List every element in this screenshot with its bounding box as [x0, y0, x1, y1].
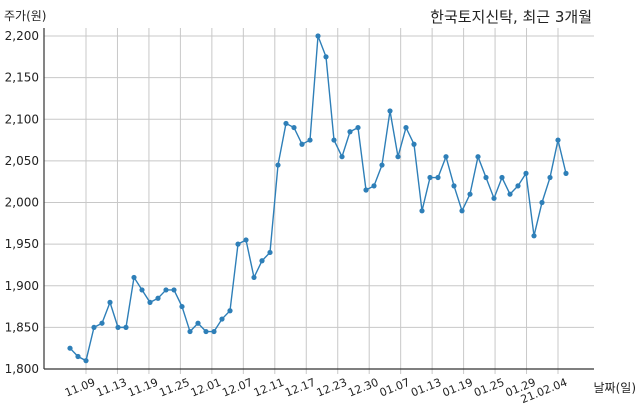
- price-point: [291, 124, 297, 131]
- price-point: [491, 195, 497, 201]
- price-point: [315, 33, 321, 39]
- price-point: [443, 154, 449, 160]
- x-tick-label: 11.13: [95, 376, 129, 400]
- price-point: [99, 320, 105, 326]
- price-point: [555, 137, 561, 143]
- price-point: [499, 174, 505, 181]
- price-point: [299, 141, 305, 147]
- y-tick-label: 1,800: [5, 362, 39, 376]
- price-point: [235, 241, 241, 247]
- price-point: [67, 345, 73, 351]
- price-point: [243, 237, 249, 243]
- price-point: [419, 208, 425, 214]
- x-tick-label: 12.30: [346, 376, 380, 400]
- price-point: [427, 174, 433, 181]
- price-point: [379, 162, 385, 168]
- x-tick-label: 11.19: [126, 376, 160, 400]
- price-point: [403, 124, 409, 131]
- x-tick-label: 01.19: [441, 376, 475, 400]
- x-tick-labels: 11.0911.1311.1911.2512.0112.0712.1112.17…: [63, 376, 569, 406]
- x-axis-label: 날짜(일): [594, 381, 636, 395]
- price-point: [347, 129, 353, 135]
- price-point: [227, 308, 233, 314]
- price-point: [75, 353, 81, 360]
- price-point: [83, 358, 89, 364]
- price-point: [411, 141, 417, 147]
- price-point: [323, 54, 329, 60]
- x-tick-label: 12.23: [315, 376, 349, 400]
- price-point: [331, 137, 337, 143]
- price-point: [363, 187, 369, 193]
- price-point: [163, 287, 169, 293]
- price-point: [283, 120, 289, 127]
- price-point: [211, 328, 217, 335]
- y-tick-label: 2,050: [5, 154, 39, 168]
- price-point: [259, 258, 265, 264]
- price-point: [131, 274, 137, 281]
- price-point: [307, 137, 313, 143]
- axes: [43, 28, 594, 370]
- price-point: [451, 183, 457, 189]
- x-tick-label: 12.11: [252, 376, 286, 400]
- price-point: [139, 287, 145, 293]
- price-point: [123, 324, 129, 330]
- price-point: [531, 233, 537, 239]
- price-point: [395, 154, 401, 160]
- price-point: [483, 174, 489, 181]
- x-tick-label: 12.17: [283, 376, 317, 400]
- x-tick-label: 01.07: [378, 376, 412, 400]
- price-point: [155, 295, 161, 301]
- x-tick-label: 11.25: [157, 376, 191, 400]
- price-point: [171, 287, 177, 293]
- price-point: [267, 249, 273, 256]
- price-point: [91, 324, 97, 330]
- y-tick-label: 1,950: [5, 237, 39, 251]
- price-point: [251, 274, 257, 281]
- price-point: [339, 154, 345, 160]
- price-point: [179, 303, 185, 310]
- x-tick-label: 11.09: [63, 376, 97, 400]
- price-point: [435, 174, 441, 181]
- price-point: [203, 328, 209, 335]
- price-point: [523, 170, 529, 176]
- x-tick-label: 12.01: [189, 376, 223, 400]
- price-point: [467, 191, 473, 197]
- y-axis-label: 주가(원): [4, 9, 46, 23]
- price-point: [195, 320, 201, 326]
- chart-title: 한국토지신탁, 최근 3개월: [430, 8, 592, 26]
- price-point: [539, 199, 545, 206]
- y-tick-label: 2,100: [5, 112, 39, 126]
- x-tick-label: 01.13: [409, 376, 443, 400]
- price-point: [547, 174, 553, 181]
- price-points: [67, 33, 569, 364]
- price-point: [115, 324, 121, 330]
- price-point: [219, 316, 225, 322]
- price-point: [187, 328, 193, 335]
- price-point: [355, 124, 361, 131]
- grid-lines: [44, 28, 594, 374]
- y-tick-labels: 1,800 1,850 1,900 1,950 2,000 2,050 2,100 2,150…: [5, 29, 39, 376]
- y-tick-label: 2,150: [5, 71, 39, 85]
- y-tick-label: 2,200: [5, 29, 39, 43]
- price-point: [459, 208, 465, 214]
- price-point: [563, 170, 569, 176]
- price-point: [507, 191, 513, 197]
- x-tick-label: 01.25: [472, 376, 506, 400]
- price-point: [475, 154, 481, 160]
- x-tick-label: 12.07: [220, 376, 254, 400]
- price-point: [107, 299, 113, 305]
- price-point: [147, 299, 153, 305]
- price-point: [275, 162, 281, 168]
- price-point: [515, 183, 521, 189]
- y-tick-label: 1,850: [5, 320, 39, 334]
- price-point: [371, 183, 377, 189]
- y-tick-label: 2,000: [5, 196, 39, 210]
- y-tick-label: 1,900: [5, 279, 39, 293]
- price-point: [387, 108, 393, 114]
